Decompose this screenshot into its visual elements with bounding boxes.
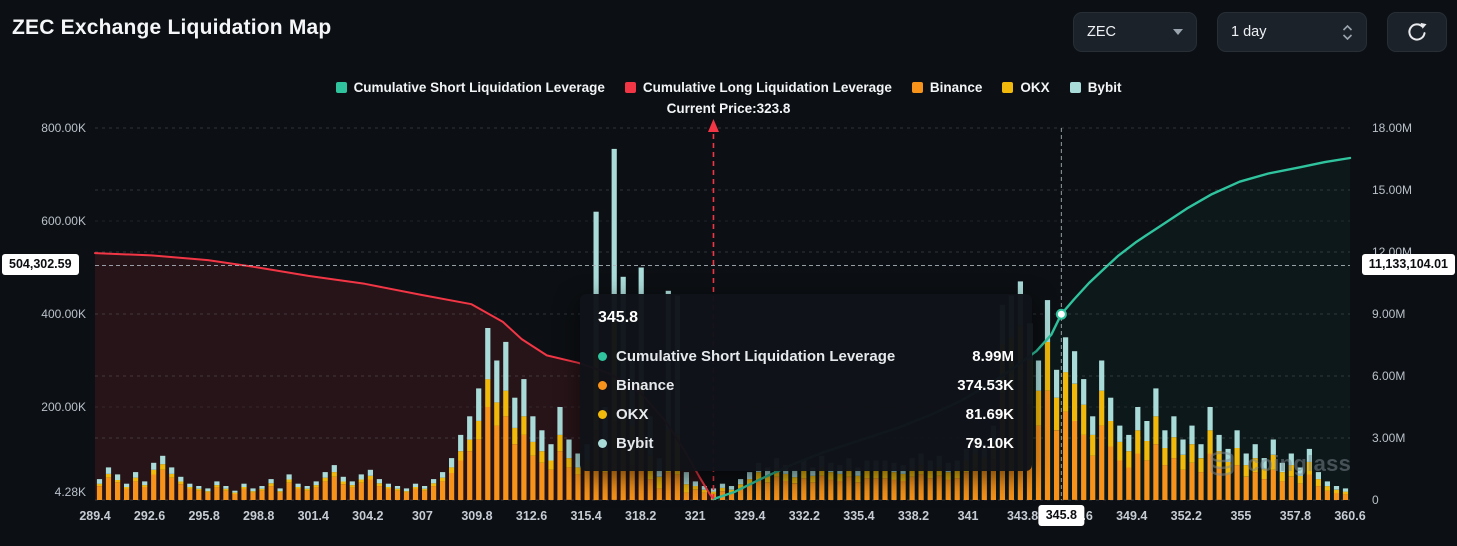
svg-text:18.00M: 18.00M	[1372, 121, 1412, 135]
legend-label: Cumulative Long Liquidation Leverage	[642, 80, 892, 95]
interval-dropdown[interactable]: 1 day	[1217, 12, 1367, 52]
svg-text:349.4: 349.4	[1116, 509, 1147, 523]
legend-label: Bybit	[1087, 80, 1122, 95]
legend-swatch	[624, 82, 636, 93]
svg-text:200.00K: 200.00K	[41, 400, 86, 414]
bybit-dot-icon	[598, 439, 607, 448]
svg-text:800.00K: 800.00K	[41, 121, 86, 135]
tooltip-row: Bybit 79.10K	[598, 429, 1014, 458]
svg-text:329.4: 329.4	[734, 509, 765, 523]
svg-text:352.2: 352.2	[1171, 509, 1202, 523]
svg-text:341: 341	[958, 509, 979, 523]
short-leverage-dot-icon	[598, 352, 607, 361]
current-price-label: Current Price:323.8	[666, 101, 791, 116]
svg-text:15.00M: 15.00M	[1372, 183, 1412, 197]
tooltip-value: 8.99M	[972, 348, 1014, 365]
legend-item-long-leverage[interactable]: Cumulative Long Liquidation Leverage	[624, 80, 892, 95]
svg-text:318.2: 318.2	[625, 509, 656, 523]
legend-item-short-leverage[interactable]: Cumulative Short Liquidation Leverage	[335, 80, 605, 95]
toolbar: ZEC 1 day	[1073, 12, 1447, 52]
svg-text:360.6: 360.6	[1334, 509, 1365, 523]
tooltip-title: 345.8	[598, 309, 639, 326]
svg-text:400.00K: 400.00K	[41, 307, 86, 321]
tooltip-label: Binance	[616, 377, 675, 394]
chevron-down-icon	[1173, 29, 1183, 35]
svg-text:4.28K: 4.28K	[55, 485, 86, 499]
interval-dropdown-value: 1 day	[1231, 24, 1267, 40]
crosshair-right-value-badge: 11,133,104.01	[1361, 254, 1455, 275]
tooltip-value: 81.69K	[965, 406, 1014, 423]
svg-text:3.00M: 3.00M	[1372, 431, 1405, 445]
svg-text:292.6: 292.6	[134, 509, 165, 523]
svg-text:309.8: 309.8	[461, 509, 492, 523]
legend-label: OKX	[1020, 80, 1050, 95]
svg-text:312.6: 312.6	[516, 509, 547, 523]
svg-text:289.4: 289.4	[79, 509, 110, 523]
svg-text:332.2: 332.2	[789, 509, 820, 523]
page-title: ZEC Exchange Liquidation Map	[12, 16, 332, 39]
tooltip-row: Cumulative Short Liquidation Leverage 8.…	[598, 342, 1014, 371]
svg-text:355: 355	[1230, 509, 1251, 523]
svg-text:338.2: 338.2	[898, 509, 929, 523]
tooltip-label: OKX	[616, 406, 649, 423]
svg-text:304.2: 304.2	[352, 509, 383, 523]
legend-swatch	[911, 82, 923, 93]
legend-item-bybit[interactable]: Bybit	[1069, 80, 1122, 95]
crosshair-x-badge: 345.8	[1038, 505, 1084, 526]
tooltip-value: 79.10K	[965, 435, 1014, 452]
okx-dot-icon	[598, 410, 607, 419]
tooltip-value: 374.53K	[957, 377, 1014, 394]
svg-text:357.8: 357.8	[1280, 509, 1311, 523]
svg-text:343.8: 343.8	[1007, 509, 1038, 523]
svg-text:600.00K: 600.00K	[41, 214, 86, 228]
refresh-icon	[1408, 22, 1427, 41]
chart-tooltip: 345.8 Cumulative Short Liquidation Lever…	[580, 294, 1032, 471]
svg-text:301.4: 301.4	[298, 509, 329, 523]
legend-swatch	[1069, 82, 1081, 93]
coinglass-wordmark: coinglass	[1247, 451, 1352, 476]
crosshair-left-value-badge: 504,302.59	[2, 254, 79, 275]
legend: Cumulative Short Liquidation Leverage Cu…	[0, 80, 1457, 95]
legend-item-binance[interactable]: Binance	[911, 80, 983, 95]
svg-text:6.00M: 6.00M	[1372, 369, 1405, 383]
up-down-spinner-icon	[1342, 24, 1353, 40]
legend-swatch	[1002, 82, 1014, 93]
svg-text:315.4: 315.4	[570, 509, 601, 523]
symbol-dropdown-value: ZEC	[1087, 24, 1116, 40]
symbol-dropdown[interactable]: ZEC	[1073, 12, 1197, 52]
legend-item-okx[interactable]: OKX	[1002, 80, 1050, 95]
svg-text:0: 0	[1372, 493, 1379, 507]
tooltip-label: Bybit	[616, 435, 654, 452]
svg-text:9.00M: 9.00M	[1372, 307, 1405, 321]
binance-dot-icon	[598, 381, 607, 390]
tooltip-row: Binance 374.53K	[598, 371, 1014, 400]
legend-label: Cumulative Short Liquidation Leverage	[353, 80, 605, 95]
svg-text:335.4: 335.4	[843, 509, 874, 523]
legend-swatch	[335, 82, 347, 93]
coinglass-logo-icon	[1210, 451, 1234, 476]
svg-text:321: 321	[685, 509, 706, 523]
tooltip-label: Cumulative Short Liquidation Leverage	[616, 348, 896, 365]
svg-text:298.8: 298.8	[243, 509, 274, 523]
legend-label: Binance	[929, 80, 983, 95]
refresh-button[interactable]	[1387, 12, 1447, 52]
svg-text:295.8: 295.8	[188, 509, 219, 523]
svg-text:307: 307	[412, 509, 433, 523]
coinglass-watermark: coinglass	[1206, 449, 1351, 479]
tooltip-row: OKX 81.69K	[598, 400, 1014, 429]
